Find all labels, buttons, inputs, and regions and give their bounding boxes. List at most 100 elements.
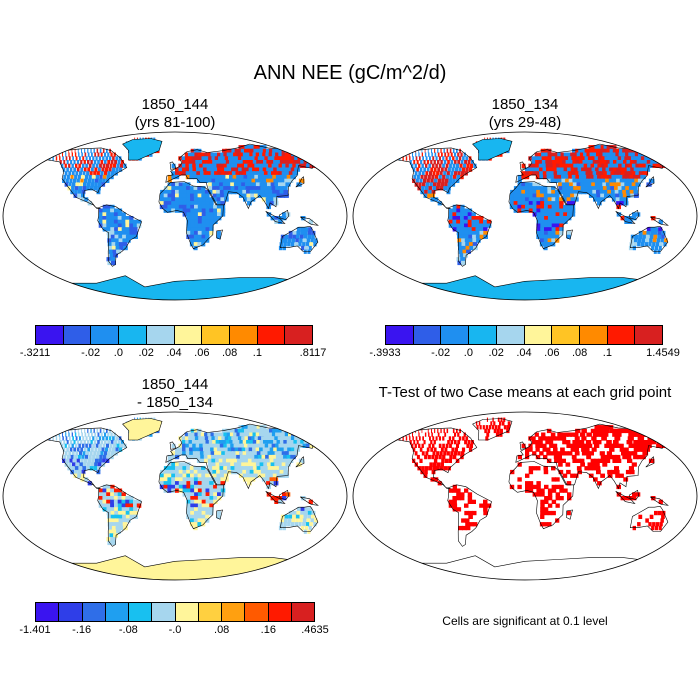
coastline-namerica bbox=[386, 147, 478, 209]
coastline-africa bbox=[508, 461, 574, 530]
coastline-namerica bbox=[36, 147, 128, 209]
coastline-samerica bbox=[447, 484, 492, 547]
colorbar-tick-label: .04 bbox=[166, 347, 182, 359]
colorbar-tick-label: -.02 bbox=[431, 347, 451, 359]
colorbar-swatch bbox=[63, 326, 92, 344]
colorbar-tick-label: 1.4549 bbox=[646, 347, 680, 359]
coastline-uk bbox=[519, 161, 527, 170]
map-panel-2 bbox=[352, 131, 698, 301]
colorbar-tick-label: .0 bbox=[113, 347, 123, 359]
colorbar-swatch bbox=[245, 603, 269, 621]
colorbar-swatch bbox=[285, 326, 313, 344]
panel-3-title-line2: - 1850_134 bbox=[137, 394, 213, 411]
coastline-japan bbox=[645, 176, 655, 188]
coastline-africa bbox=[158, 181, 224, 250]
panel-2-title-line2: (yrs 29-48) bbox=[488, 114, 562, 131]
colorbar-tick-label: .1 bbox=[252, 347, 262, 359]
coastline-africa bbox=[508, 181, 574, 250]
coastline-uk bbox=[519, 441, 527, 450]
coastline-uk bbox=[169, 161, 177, 170]
map-field bbox=[377, 417, 689, 580]
antarctica-region bbox=[27, 555, 319, 580]
map-panel-3 bbox=[2, 411, 348, 581]
colorbar-swatch bbox=[257, 326, 286, 344]
colorbar-swatch bbox=[524, 326, 553, 344]
colorbar-tick-label: .02 bbox=[138, 347, 154, 359]
colorbar-tick-label: .8117 bbox=[299, 347, 327, 359]
coastline-australia bbox=[279, 225, 319, 252]
map-border bbox=[2, 131, 348, 301]
map-field bbox=[377, 137, 689, 300]
colorbar-swatch bbox=[441, 326, 470, 344]
colorbar-swatch bbox=[229, 326, 258, 344]
colorbar-tick-label: .08 bbox=[214, 624, 230, 636]
colorbar-swatch bbox=[105, 603, 129, 621]
coastline-japan bbox=[295, 176, 305, 188]
colorbar-tick-label: -.02 bbox=[81, 347, 101, 359]
colorbar-swatch bbox=[174, 326, 203, 344]
colorbar-swatch bbox=[496, 326, 525, 344]
coastline-nz bbox=[324, 247, 339, 260]
colorbar-swatch bbox=[119, 326, 147, 344]
coastline-indonesia bbox=[265, 491, 286, 504]
colorbar-swatch bbox=[635, 326, 663, 344]
panel-3-title-line1: 1850_144 bbox=[141, 376, 209, 393]
colorbar-tick-label: .06 bbox=[544, 347, 560, 359]
colorbar-swatch bbox=[146, 326, 175, 344]
colorbar-swatch bbox=[91, 326, 120, 344]
coastline-nz bbox=[324, 527, 339, 540]
coastline-australia bbox=[629, 225, 669, 252]
colorbar-swatch bbox=[607, 326, 636, 344]
colorbar-swatch bbox=[175, 603, 199, 621]
colorbar-2 bbox=[385, 325, 663, 345]
coastline-eurasia bbox=[515, 423, 675, 490]
coastline-madagascar bbox=[216, 229, 223, 240]
coastline-samerica bbox=[447, 204, 492, 267]
coastline-madagascar bbox=[566, 229, 573, 240]
colorbar-swatch bbox=[469, 326, 497, 344]
coastline-africa bbox=[158, 461, 224, 530]
coastline-borneo bbox=[628, 489, 640, 501]
colorbar-tick-label: -1.401 bbox=[19, 624, 51, 636]
coastline-indonesia bbox=[615, 211, 636, 224]
antarctica-region bbox=[27, 275, 319, 300]
map-panel-1 bbox=[2, 131, 348, 301]
map-border bbox=[2, 411, 348, 581]
map-field bbox=[27, 137, 339, 300]
coastline-australia bbox=[629, 505, 669, 532]
panel-2-title: 1850_134 (yrs 29-48) bbox=[375, 96, 675, 132]
colorbar-1 bbox=[35, 325, 313, 345]
antarctica-region bbox=[377, 275, 669, 300]
map-field bbox=[27, 417, 339, 580]
colorbar-swatch bbox=[222, 603, 246, 621]
map-panel-4 bbox=[352, 411, 698, 581]
coastline-eurasia bbox=[515, 143, 675, 210]
coastline-namerica bbox=[386, 427, 478, 489]
colorbar-swatch bbox=[579, 326, 608, 344]
coastline-newguinea bbox=[650, 496, 669, 506]
colorbar-tick-label: .0 bbox=[463, 347, 473, 359]
ttest-note: Cells are significant at 0.1 level bbox=[442, 614, 608, 628]
coastline-indonesia bbox=[615, 491, 636, 504]
coastline-newguinea bbox=[300, 496, 319, 506]
coastline-namerica bbox=[36, 427, 128, 489]
colorbar-3 bbox=[35, 602, 315, 622]
colorbar-swatch bbox=[36, 326, 64, 344]
coastline-japan bbox=[295, 456, 305, 468]
colorbar-tick-label: -.3211 bbox=[19, 347, 51, 359]
coastline-eurasia bbox=[165, 143, 325, 210]
map-border bbox=[352, 411, 698, 581]
figure-title: ANN NEE (gC/m^2/d) bbox=[253, 62, 447, 84]
panel-1-title-line1: 1850_144 bbox=[141, 96, 209, 113]
coastline-newguinea bbox=[300, 216, 319, 226]
panel-1-title: 1850_144 (yrs 81-100) bbox=[25, 96, 325, 132]
coastline-eurasia bbox=[165, 423, 325, 490]
colorbar-tick-label: .04 bbox=[516, 347, 532, 359]
colorbar-swatch bbox=[202, 326, 230, 344]
coastline-samerica bbox=[97, 484, 142, 547]
colorbar-tick-label: .06 bbox=[194, 347, 210, 359]
coastline-greenland bbox=[122, 418, 163, 441]
colorbar-tick-label: -.16 bbox=[72, 624, 92, 636]
colorbar-tick-label: .1 bbox=[602, 347, 612, 359]
colorbar-swatch bbox=[82, 603, 106, 621]
